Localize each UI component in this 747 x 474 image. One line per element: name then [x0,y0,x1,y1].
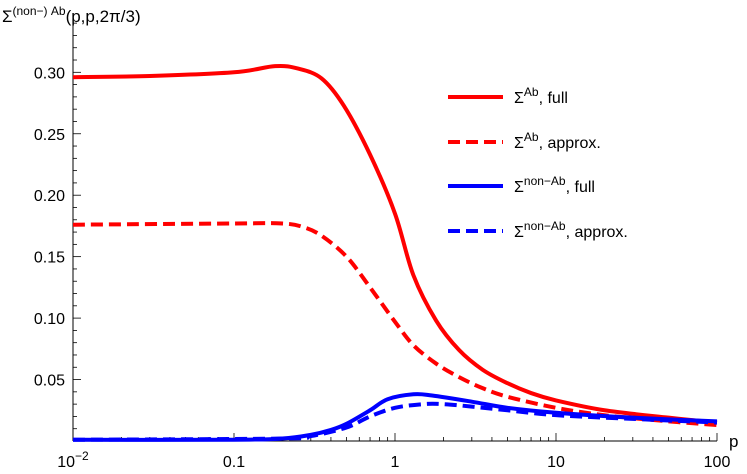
legend-label: Σnon−Ab, full [514,174,595,196]
legend-label: ΣAb, full [514,85,568,107]
y-tick-label: 0.30 [34,65,65,82]
series-line-2 [72,392,718,442]
x-tick-label: 10−2 [57,449,89,471]
series-line-3 [72,401,718,442]
x-tick-label: 0.1 [223,454,245,471]
y-axis-label: Σ(non−) Ab(p,p,2π/3) [2,4,141,26]
series-line-1 [72,221,718,428]
x-axis-label: p [729,432,738,451]
series-lines [72,63,718,442]
x-tick-label: 100 [704,454,731,471]
series-line-0 [72,63,718,425]
x-tick-label: 10 [547,454,565,471]
legend-label: ΣAb, approx. [514,130,601,152]
y-tick-label: 0.15 [34,250,65,267]
axes: 10−2 0.1 1 10 100 0.05 0.10 0.15 0.20 0.25 0.30 [34,17,731,471]
y-tick-label: 0.05 [34,373,65,390]
y-tick-label: 0.10 [34,311,65,328]
legend: ΣAb, full ΣAb, approx. Σnon−Ab, full Σnon−A… [448,85,628,241]
y-tick-label: 0.20 [34,188,65,205]
legend-label: Σnon−Ab, approx. [514,219,628,241]
x-tick-label: 1 [391,454,400,471]
y-tick-label: 0.25 [34,127,65,144]
